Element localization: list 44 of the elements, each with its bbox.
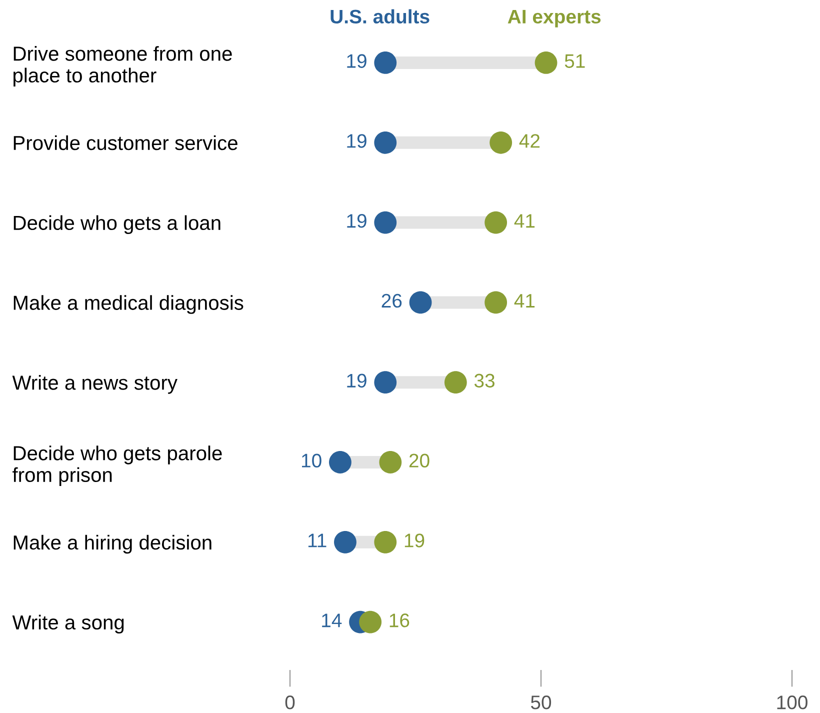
- data-label: 19: [404, 534, 424, 548]
- x-tick-label: 50: [530, 696, 552, 710]
- data-label: 33: [474, 374, 494, 388]
- point: [484, 291, 508, 314]
- point: [484, 211, 508, 234]
- point: [329, 451, 352, 474]
- point: [534, 52, 558, 74]
- y-tick-label: Write a news story: [12, 375, 178, 394]
- point: [334, 530, 356, 554]
- y-tick-label: Decide who gets parole from prison: [12, 446, 222, 486]
- point: [374, 211, 397, 234]
- data-label: 20: [409, 454, 430, 468]
- x-tick-label: 0: [285, 696, 295, 710]
- data-label: 42: [519, 134, 540, 148]
- data-label: 19: [347, 54, 366, 68]
- point: [359, 610, 382, 634]
- data-label: 16: [390, 614, 410, 628]
- point: [374, 131, 397, 154]
- data-label: 19: [347, 214, 366, 228]
- data-label: 14: [322, 614, 342, 628]
- series-label: AI experts: [508, 10, 601, 28]
- point: [409, 291, 432, 314]
- point: [374, 52, 397, 74]
- point: [374, 371, 397, 394]
- data-label: 11: [308, 534, 326, 548]
- data-label: 19: [347, 134, 366, 148]
- data-label: 51: [564, 54, 585, 68]
- y-tick-label: Decide who gets a loan: [14, 215, 220, 234]
- data-label: 19: [347, 374, 366, 388]
- data-label: 41: [514, 294, 535, 308]
- y-tick-label: Write a song: [12, 614, 124, 634]
- y-tick-label: Make a medical diagnosis: [14, 295, 244, 314]
- point: [444, 371, 467, 394]
- y-tick-label: Provide customer service: [14, 135, 238, 150]
- series-label: U.S. adults: [330, 9, 430, 24]
- point: [374, 530, 397, 554]
- data-label: 41: [514, 214, 535, 228]
- data-label: 26: [382, 294, 402, 308]
- point: [379, 451, 402, 474]
- y-tick-label: Drive someone from one place to another: [14, 46, 232, 87]
- x-tick-label: 100: [777, 696, 808, 710]
- y-tick-label: Make a hiring decision: [14, 534, 212, 554]
- data-label: 10: [302, 454, 322, 468]
- point: [490, 131, 512, 154]
